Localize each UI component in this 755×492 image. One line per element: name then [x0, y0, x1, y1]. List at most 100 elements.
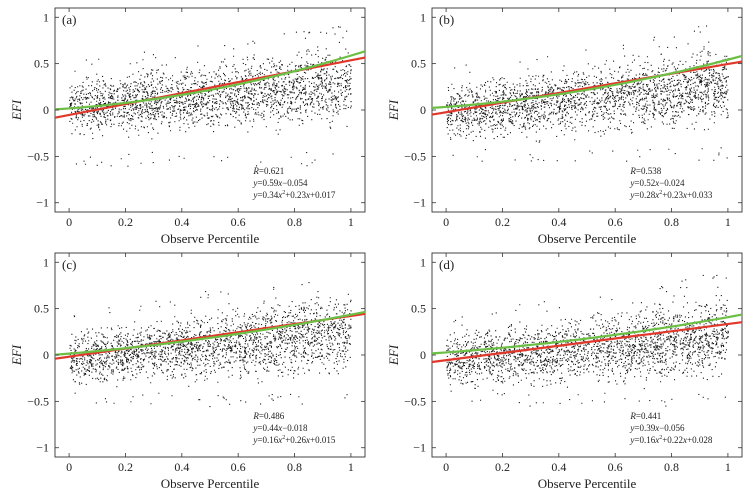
scatter-points — [69, 26, 352, 167]
y-axis-label: EFI — [9, 344, 24, 366]
panel-b: 0 0.2 0.4 0.6 0.8 1 −1 −0.5 0 0.5 1 (b) Observe Perc… — [386, 7, 743, 246]
eq-y-var: y — [629, 435, 634, 445]
y-tick-label: −1 — [413, 196, 426, 210]
annotation-r-symbol: R — [252, 411, 259, 421]
eq-exponent: 2 — [659, 190, 662, 196]
panel-a: 0 0.2 0.4 0.6 0.8 1 −1 −0.5 0 0.5 1 (a) Observe Perc… — [9, 7, 366, 246]
eq-x-var: x — [305, 190, 310, 200]
eq-x-var: x — [654, 178, 659, 188]
eq-y-var: y — [252, 190, 257, 200]
scatter-points — [69, 282, 352, 408]
panel-d: 0 0.2 0.4 0.6 0.8 1 −1 −0.5 0 0.5 1 (d) Observe Perc… — [386, 252, 743, 491]
x-tick-label: 0.4 — [551, 460, 566, 474]
x-tick-label: 0.8 — [664, 215, 679, 229]
annotation-r-symbol: R — [629, 166, 636, 176]
annotation-linear-eq: y=0.44x−0.018 — [252, 423, 308, 433]
eq-x-var: x — [277, 190, 282, 200]
plot-frame — [54, 252, 366, 458]
eq-exponent: 2 — [282, 190, 285, 196]
eq-intercept: −0.024 — [659, 178, 685, 188]
x-tick-label: 0 — [66, 215, 72, 229]
y-tick-label: 0 — [43, 103, 49, 117]
x-tick-label: 0.2 — [118, 460, 133, 474]
x-tick-label: 0.6 — [231, 460, 246, 474]
y-tick-label: −0.5 — [404, 149, 426, 163]
linear-fit-line — [431, 321, 743, 364]
x-tick-label: 0 — [66, 460, 72, 474]
eq-y-var: y — [252, 423, 257, 433]
eq-b: +0.22 — [662, 435, 683, 445]
x-tick-label: 0.2 — [495, 215, 510, 229]
y-tick-label: 1 — [43, 10, 49, 24]
eq-slope: =0.59 — [257, 178, 278, 188]
x-tick-label: 0.4 — [174, 215, 189, 229]
eq-y-var: y — [629, 423, 634, 433]
annotation-r-value: =0.486 — [259, 411, 285, 421]
x-axis-label: Observe Percentile — [161, 231, 260, 246]
y-tick-label: 0 — [420, 348, 426, 362]
annotation-r-value: =0.538 — [636, 166, 662, 176]
eq-intercept: −0.054 — [282, 178, 308, 188]
y-tick-label: −0.5 — [27, 394, 49, 408]
eq-x-var: x — [654, 435, 659, 445]
eq-x-var: x — [682, 190, 687, 200]
eq-x-var: x — [277, 435, 282, 445]
eq-intercept: −0.018 — [282, 423, 308, 433]
x-axis-label: Observe Percentile — [538, 476, 637, 491]
eq-exponent: 2 — [282, 435, 285, 441]
eq-x-var: x — [682, 435, 687, 445]
y-tick-label: 1 — [420, 10, 426, 24]
eq-a: =0.28 — [634, 190, 655, 200]
x-axis-label: Observe Percentile — [161, 476, 260, 491]
annotation-quadratic-eq: y=0.16x2+0.26x+0.015 — [252, 435, 335, 445]
y-axis-label: EFI — [386, 344, 401, 366]
annotation-r: R=0.441 — [629, 411, 661, 421]
x-axis-label: Observe Percentile — [538, 231, 637, 246]
x-tick-label: 0.6 — [608, 460, 623, 474]
quadratic-fit-line — [431, 54, 743, 109]
x-tick-label: 0.8 — [664, 460, 679, 474]
eq-a: =0.16 — [257, 435, 278, 445]
eq-x-var: x — [654, 423, 659, 433]
eq-a: =0.16 — [634, 435, 655, 445]
scatter-point-cloud — [69, 282, 352, 408]
eq-b: +0.23 — [662, 190, 683, 200]
x-tick-label: 1 — [348, 460, 354, 474]
annotation-r: R=0.486 — [252, 411, 284, 421]
x-tick-label: 1 — [725, 460, 731, 474]
eq-x-var: x — [305, 435, 310, 445]
x-tick-label: 0.2 — [495, 460, 510, 474]
x-tick-label: 0.2 — [118, 215, 133, 229]
x-tick-label: 1 — [348, 215, 354, 229]
panel-label: (b) — [439, 12, 454, 27]
quadratic-fit-line — [54, 310, 366, 356]
eq-y-var: y — [252, 435, 257, 445]
eq-x-var: x — [277, 178, 282, 188]
annotation-linear-eq: y=0.39x−0.056 — [629, 423, 685, 433]
x-tick-label: 0 — [443, 460, 449, 474]
y-tick-label: −0.5 — [404, 394, 426, 408]
eq-slope: =0.44 — [257, 423, 278, 433]
eq-c: +0.033 — [687, 190, 713, 200]
y-tick-label: 0 — [420, 103, 426, 117]
y-tick-label: 0 — [43, 348, 49, 362]
y-tick-label: −0.5 — [27, 149, 49, 163]
eq-slope: =0.39 — [634, 423, 655, 433]
eq-c: +0.017 — [310, 190, 336, 200]
eq-intercept: −0.056 — [659, 423, 685, 433]
y-tick-label: −1 — [36, 441, 49, 455]
annotation-quadratic-eq: y=0.34x2+0.23x+0.017 — [252, 190, 335, 200]
eq-c: +0.015 — [310, 435, 336, 445]
y-tick-label: 0.5 — [411, 57, 426, 71]
eq-b: +0.23 — [285, 190, 306, 200]
annotation-r: R=0.621 — [252, 166, 284, 176]
plot-frame — [431, 7, 743, 213]
annotation-r-symbol: R — [252, 166, 259, 176]
annotation-r-value: =0.621 — [259, 166, 284, 176]
scatter-point-cloud — [69, 26, 352, 167]
eq-exponent: 2 — [659, 435, 662, 441]
